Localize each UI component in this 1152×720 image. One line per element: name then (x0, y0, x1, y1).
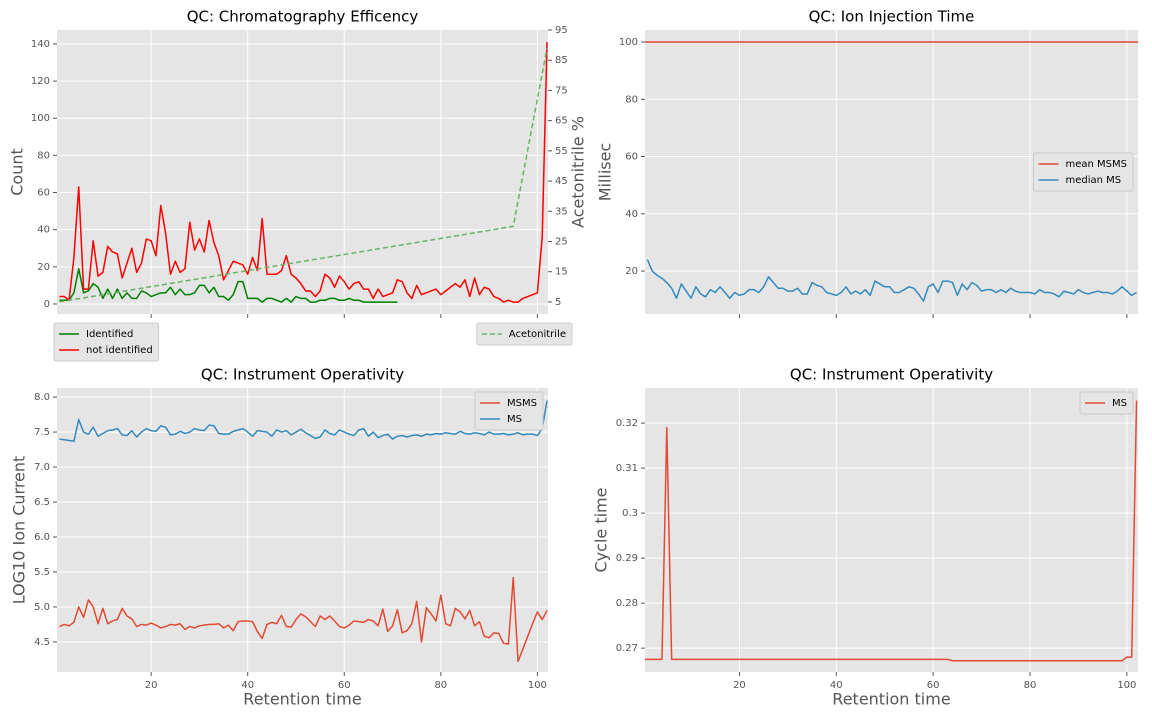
y2-tick-label: 75 (555, 85, 568, 96)
data-line (645, 400, 1138, 662)
x-tick-label: 40 (830, 680, 843, 691)
y-axis-label: LOG10 Ion Current (10, 456, 29, 605)
y-tick-label: 0.31 (616, 463, 638, 474)
data-line (59, 576, 548, 663)
chart-title: QC: Instrument Operativity (201, 366, 404, 384)
x-tick-label: 80 (1024, 680, 1037, 691)
x-axis-label: Retention time (243, 690, 361, 709)
chart-title: QC: Ion Injection Time (809, 8, 975, 26)
y-tick-label: 5.5 (34, 567, 50, 578)
plot-area (57, 30, 548, 314)
y2-tick-label: 15 (555, 267, 568, 278)
y-tick-label: 7.0 (34, 462, 50, 473)
legend-box (53, 322, 160, 362)
x-tick-label: 100 (528, 680, 547, 691)
y-tick-label: 20 (625, 266, 638, 277)
y-tick-label: 100 (619, 37, 638, 48)
data-line (59, 400, 548, 442)
y2-tick-label: 95 (555, 25, 568, 36)
y-tick-label: 100 (31, 113, 50, 124)
x-tick-label: 20 (145, 680, 158, 691)
y-tick-label: 60 (37, 188, 50, 199)
legend-box (1033, 152, 1134, 192)
x-tick-label: 60 (927, 680, 940, 691)
legend-label: not identified (86, 345, 153, 356)
chart-title: QC: Chromatography Efficency (187, 8, 419, 26)
y-tick-label: 4.5 (34, 637, 50, 648)
y2-tick-label: 5 (555, 297, 561, 308)
y-tick-label: 7.5 (34, 427, 50, 438)
data-line (646, 259, 1137, 302)
x-tick-label: 20 (733, 680, 746, 691)
y-tick-label: 5.0 (34, 602, 50, 613)
y-tick-label: 6.5 (34, 497, 50, 508)
y2-tick-label: 85 (555, 55, 568, 66)
legend-label: MS (507, 414, 522, 425)
legend-label: mean MSMS (1066, 159, 1128, 170)
y-tick-label: 6.0 (34, 532, 50, 543)
y-tick-label: 0.32 (616, 418, 638, 429)
legend-label: MSMS (507, 398, 537, 409)
data-line (59, 47, 548, 303)
y-tick-label: 0.29 (616, 553, 638, 564)
y2-tick-label: 25 (555, 236, 568, 247)
legend-label: median MS (1066, 175, 1122, 186)
y2-tick-label: 35 (555, 206, 568, 217)
y-tick-label: 20 (37, 262, 50, 273)
chart-title: QC: Instrument Operativity (790, 366, 993, 384)
legend-label: Identified (86, 329, 133, 340)
y-tick-label: 0.28 (616, 598, 638, 609)
legend-label: Acetonitrile (509, 329, 566, 340)
y2-tick-label: 65 (555, 116, 568, 127)
y-tick-label: 60 (625, 152, 638, 163)
legend-box (1079, 391, 1134, 415)
y2-tick-label: 55 (555, 146, 568, 157)
x-axis-label: Retention time (832, 690, 950, 709)
y-tick-label: 40 (625, 209, 638, 220)
plot-area (645, 388, 1138, 672)
y-tick-label: 140 (31, 39, 50, 50)
legend-box (476, 322, 573, 346)
y-tick-label: 40 (37, 225, 50, 236)
y-tick-label: 80 (625, 94, 638, 105)
y-axis-label: Millisec (596, 143, 615, 202)
y-tick-label: 0.3 (622, 508, 638, 519)
y-axis-label: Cycle time (592, 488, 611, 573)
legend-box (474, 391, 544, 431)
y2-tick-label: 45 (555, 176, 568, 187)
x-tick-label: 100 (1117, 680, 1136, 691)
y-tick-label: 8.0 (34, 392, 50, 403)
y2-axis-label: Acetonitrile % (569, 116, 588, 228)
y-tick-label: 80 (37, 150, 50, 161)
x-tick-label: 80 (434, 680, 447, 691)
legend-label: MS (1112, 398, 1127, 409)
data-line (59, 42, 548, 303)
y-tick-label: 0 (44, 299, 50, 310)
y-axis-label: Count (8, 148, 27, 196)
x-tick-label: 60 (338, 680, 351, 691)
y-tick-label: 120 (31, 76, 50, 87)
y-tick-label: 0.27 (616, 643, 638, 654)
x-tick-label: 40 (241, 680, 254, 691)
